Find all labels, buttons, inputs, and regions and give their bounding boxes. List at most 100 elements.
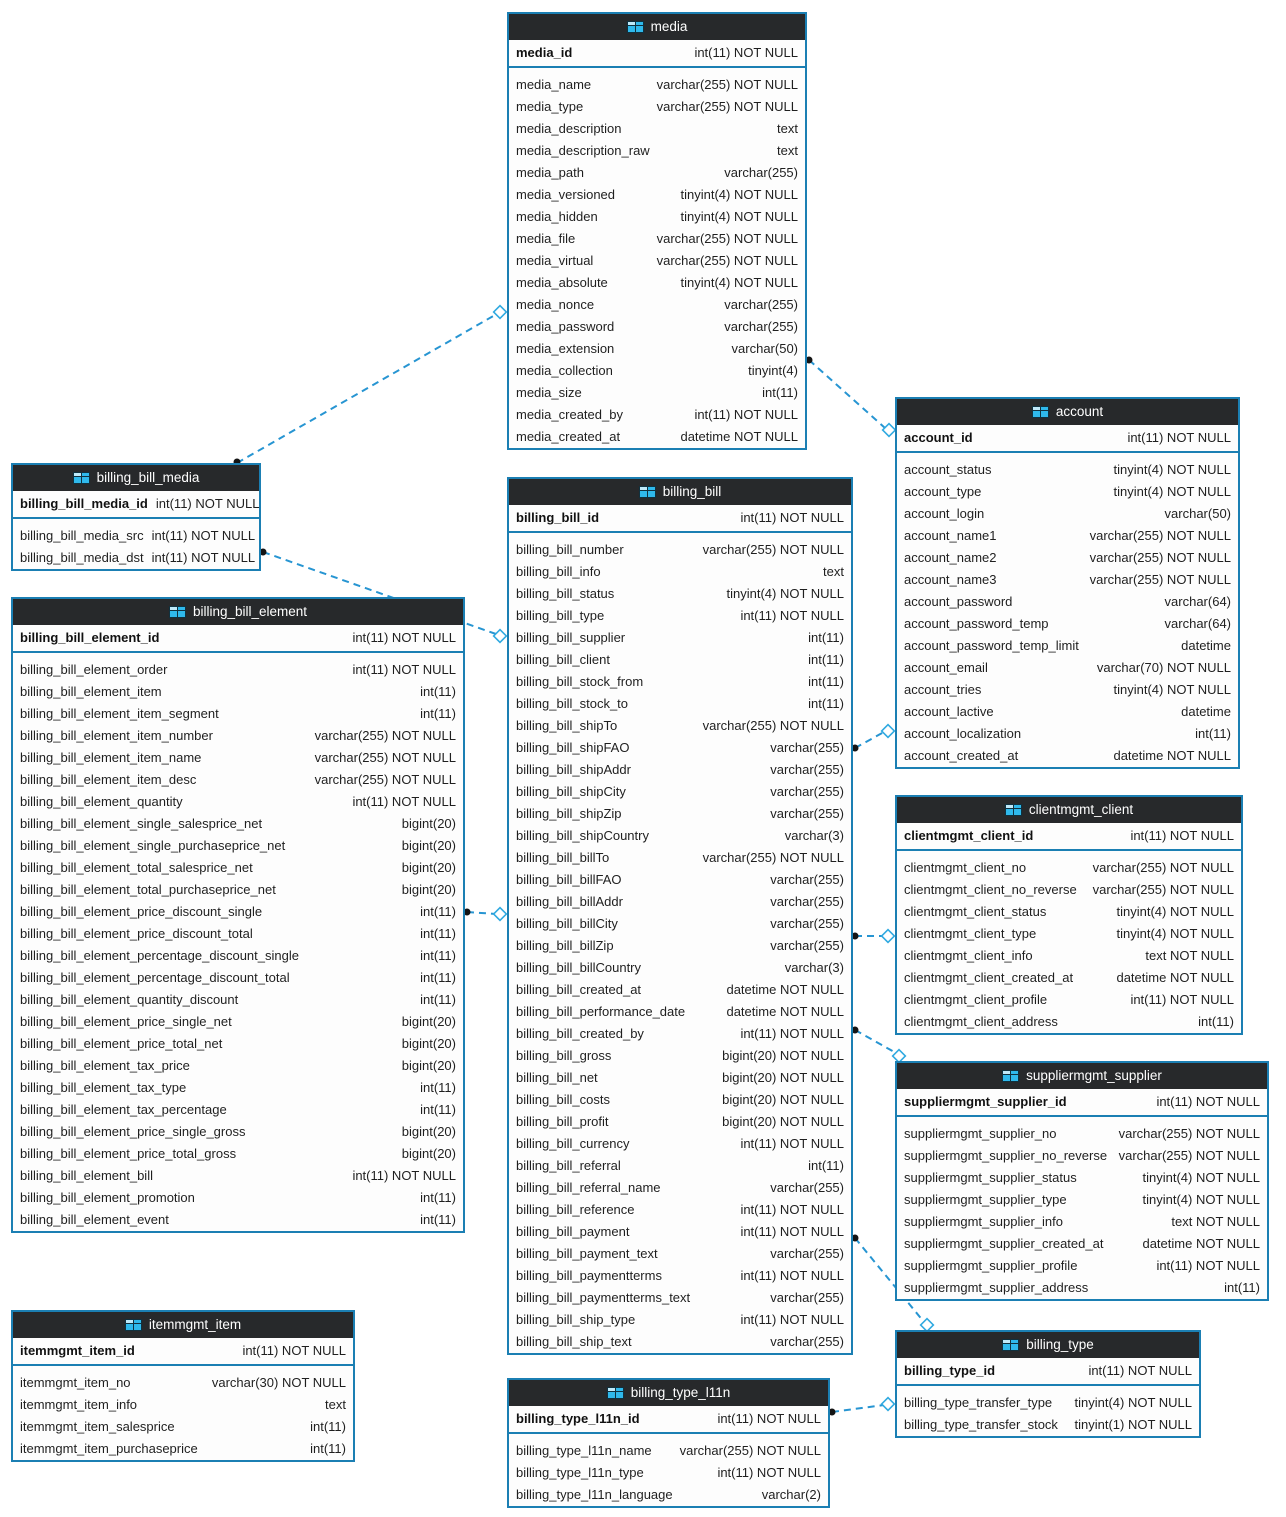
field-type: bigint(20): [401, 860, 456, 875]
field-name: billing_bill_billAddr: [516, 894, 623, 909]
field-name: suppliermgmt_supplier_info: [904, 1214, 1063, 1229]
table-clientmgmt_client[interactable]: clientmgmt_client clientmgmt_client_id int…: [895, 795, 1243, 1035]
table-title: account: [1055, 404, 1104, 419]
field-row: billing_type_l11n_type int(11) NOT NULL: [509, 1462, 828, 1484]
field-name: billing_bill_element_total_purchaseprice…: [20, 882, 276, 897]
field-type: varchar(255): [724, 319, 798, 334]
table-icon: [1002, 1070, 1020, 1082]
table-header[interactable]: billing_type: [897, 1332, 1199, 1358]
field-name: billing_bill_billTo: [516, 850, 610, 865]
table-header[interactable]: clientmgmt_client: [897, 797, 1241, 823]
field-type: varchar(255) NOT NULL: [1118, 1148, 1260, 1163]
field-name: account_login: [904, 506, 985, 521]
field-name: account_lactive: [904, 704, 994, 719]
field-row: account_name3 varchar(255) NOT NULL: [897, 569, 1238, 591]
table-itemmgmt_item[interactable]: itemmgmt_item itemmgmt_item_id int(11) NOT…: [11, 1310, 355, 1462]
table-header[interactable]: account: [897, 399, 1238, 425]
field-row: billing_bill_number varchar(255) NOT NULL: [509, 539, 851, 561]
field-name: itemmgmt_item_salesprice: [20, 1419, 175, 1434]
table-billing_type[interactable]: billing_type billing_type_id int(11) NOT N…: [895, 1330, 1201, 1438]
field-name: billing_type_transfer_stock: [904, 1417, 1058, 1432]
primary-key-row: media_id int(11) NOT NULL: [509, 40, 805, 68]
field-name: billing_bill_stock_to: [516, 696, 629, 711]
field-name: media_created_at: [516, 429, 621, 444]
field-name: billing_bill_element_item: [20, 684, 162, 699]
table-header[interactable]: suppliermgmt_supplier: [897, 1063, 1267, 1089]
field-name: media_virtual: [516, 253, 594, 268]
field-type: int(11) NOT NULL: [1156, 1094, 1260, 1109]
table-billing_bill_media[interactable]: billing_bill_media billing_bill_media_id i…: [11, 463, 261, 571]
relationship-billing_bill-clientmgmt_client[interactable]: [851, 928, 896, 944]
field-type: tinyint(1) NOT NULL: [1074, 1417, 1192, 1432]
field-row: media_versioned tinyint(4) NOT NULL: [509, 184, 805, 206]
field-name: billing_bill_profit: [516, 1114, 609, 1129]
field-type: int(11) NOT NULL: [740, 510, 844, 525]
field-name: billing_bill_referral_name: [516, 1180, 661, 1195]
table-icon: [124, 1319, 142, 1331]
relationship-billing_bill_media-media[interactable]: [233, 304, 508, 466]
field-type: int(11): [310, 1441, 346, 1456]
table-icon: [72, 472, 90, 484]
relationship-billing_bill_element-billing_bill[interactable]: [463, 906, 508, 922]
field-type: datetime NOT NULL: [1142, 1236, 1260, 1251]
field-type: int(11) NOT NULL: [694, 407, 798, 422]
field-type: int(11) NOT NULL: [1088, 1363, 1192, 1378]
table-icon: [606, 1387, 624, 1399]
table-header[interactable]: billing_type_l11n: [509, 1380, 828, 1406]
relationship-billing_type_l11n-billing_type[interactable]: [828, 1396, 896, 1416]
field-row: billing_bill_element_price_single_net big…: [13, 1011, 463, 1033]
table-media[interactable]: media media_id int(11) NOT NULL media_name v…: [507, 12, 807, 450]
table-title: suppliermgmt_supplier: [1026, 1068, 1162, 1083]
table-header[interactable]: billing_bill_media: [13, 465, 259, 491]
field-name: media_extension: [516, 341, 615, 356]
field-row: billing_bill_paymentterms_text varchar(25…: [509, 1287, 851, 1309]
field-row: billing_bill_element_percentage_discount…: [13, 945, 463, 967]
field-name: billing_bill_shipFAO: [516, 740, 630, 755]
table-icon: [1002, 1339, 1020, 1351]
field-name: billing_bill_element_price_single_gross: [20, 1124, 246, 1139]
field-name: billing_bill_element_item_desc: [20, 772, 197, 787]
table-account[interactable]: account account_id int(11) NOT NULL account…: [895, 397, 1240, 769]
table-suppliermgmt_supplier[interactable]: suppliermgmt_supplier suppliermgmt_suppli…: [895, 1061, 1269, 1301]
field-name: media_id: [516, 45, 573, 60]
field-name: clientmgmt_client_created_at: [904, 970, 1074, 985]
field-name: billing_bill_ship_text: [516, 1334, 632, 1349]
relationship-media-account[interactable]: [805, 356, 897, 438]
table-title: clientmgmt_client: [1028, 802, 1134, 817]
field-type: varchar(255): [770, 1334, 844, 1349]
field-type: bigint(20): [401, 1036, 456, 1051]
field-row: account_localization int(11): [897, 723, 1238, 745]
table-billing_bill[interactable]: billing_bill billing_bill_id int(11) NOT N…: [507, 477, 853, 1355]
primary-key-row: billing_bill_element_id int(11) NOT NULL: [13, 625, 463, 653]
field-type: varchar(50): [731, 341, 798, 356]
field-name: account_tries: [904, 682, 982, 697]
field-name: account_name3: [904, 572, 997, 587]
table-header[interactable]: media: [509, 14, 805, 40]
field-type: datetime: [1181, 704, 1231, 719]
table-billing_type_l11n[interactable]: billing_type_l11n billing_type_l11n_id int…: [507, 1378, 830, 1508]
field-type: int(11) NOT NULL: [740, 1268, 844, 1283]
field-row: billing_bill_shipZip varchar(255): [509, 803, 851, 825]
field-type: varchar(255) NOT NULL: [656, 231, 798, 246]
field-type: int(11) NOT NULL: [694, 45, 798, 60]
table-header[interactable]: billing_bill: [509, 479, 851, 505]
field-name: billing_bill_element_event: [20, 1212, 169, 1227]
field-row: media_name varchar(255) NOT NULL: [509, 74, 805, 96]
table-title: billing_bill_media: [96, 470, 200, 485]
table-header[interactable]: billing_bill_element: [13, 599, 463, 625]
field-type: varchar(64): [1164, 616, 1231, 631]
field-name: account_id: [904, 430, 973, 445]
relationship-billing_bill-account[interactable]: [851, 723, 896, 752]
field-type: datetime NOT NULL: [1116, 970, 1234, 985]
table-billing_bill_element[interactable]: billing_bill_element billing_bill_element…: [11, 597, 465, 1233]
field-type: varchar(2): [761, 1487, 821, 1502]
table-title: billing_bill: [662, 484, 722, 499]
field-row: billing_bill_supplier int(11): [509, 627, 851, 649]
field-type: bigint(20) NOT NULL: [722, 1048, 844, 1063]
table-header[interactable]: itemmgmt_item: [13, 1312, 353, 1338]
field-name: billing_bill_ship_type: [516, 1312, 636, 1327]
field-row: billing_bill_shipAddr varchar(255): [509, 759, 851, 781]
field-row: itemmgmt_item_purchaseprice int(11): [13, 1438, 353, 1460]
field-row: billing_bill_shipCity varchar(255): [509, 781, 851, 803]
field-row: billing_bill_info text: [509, 561, 851, 583]
